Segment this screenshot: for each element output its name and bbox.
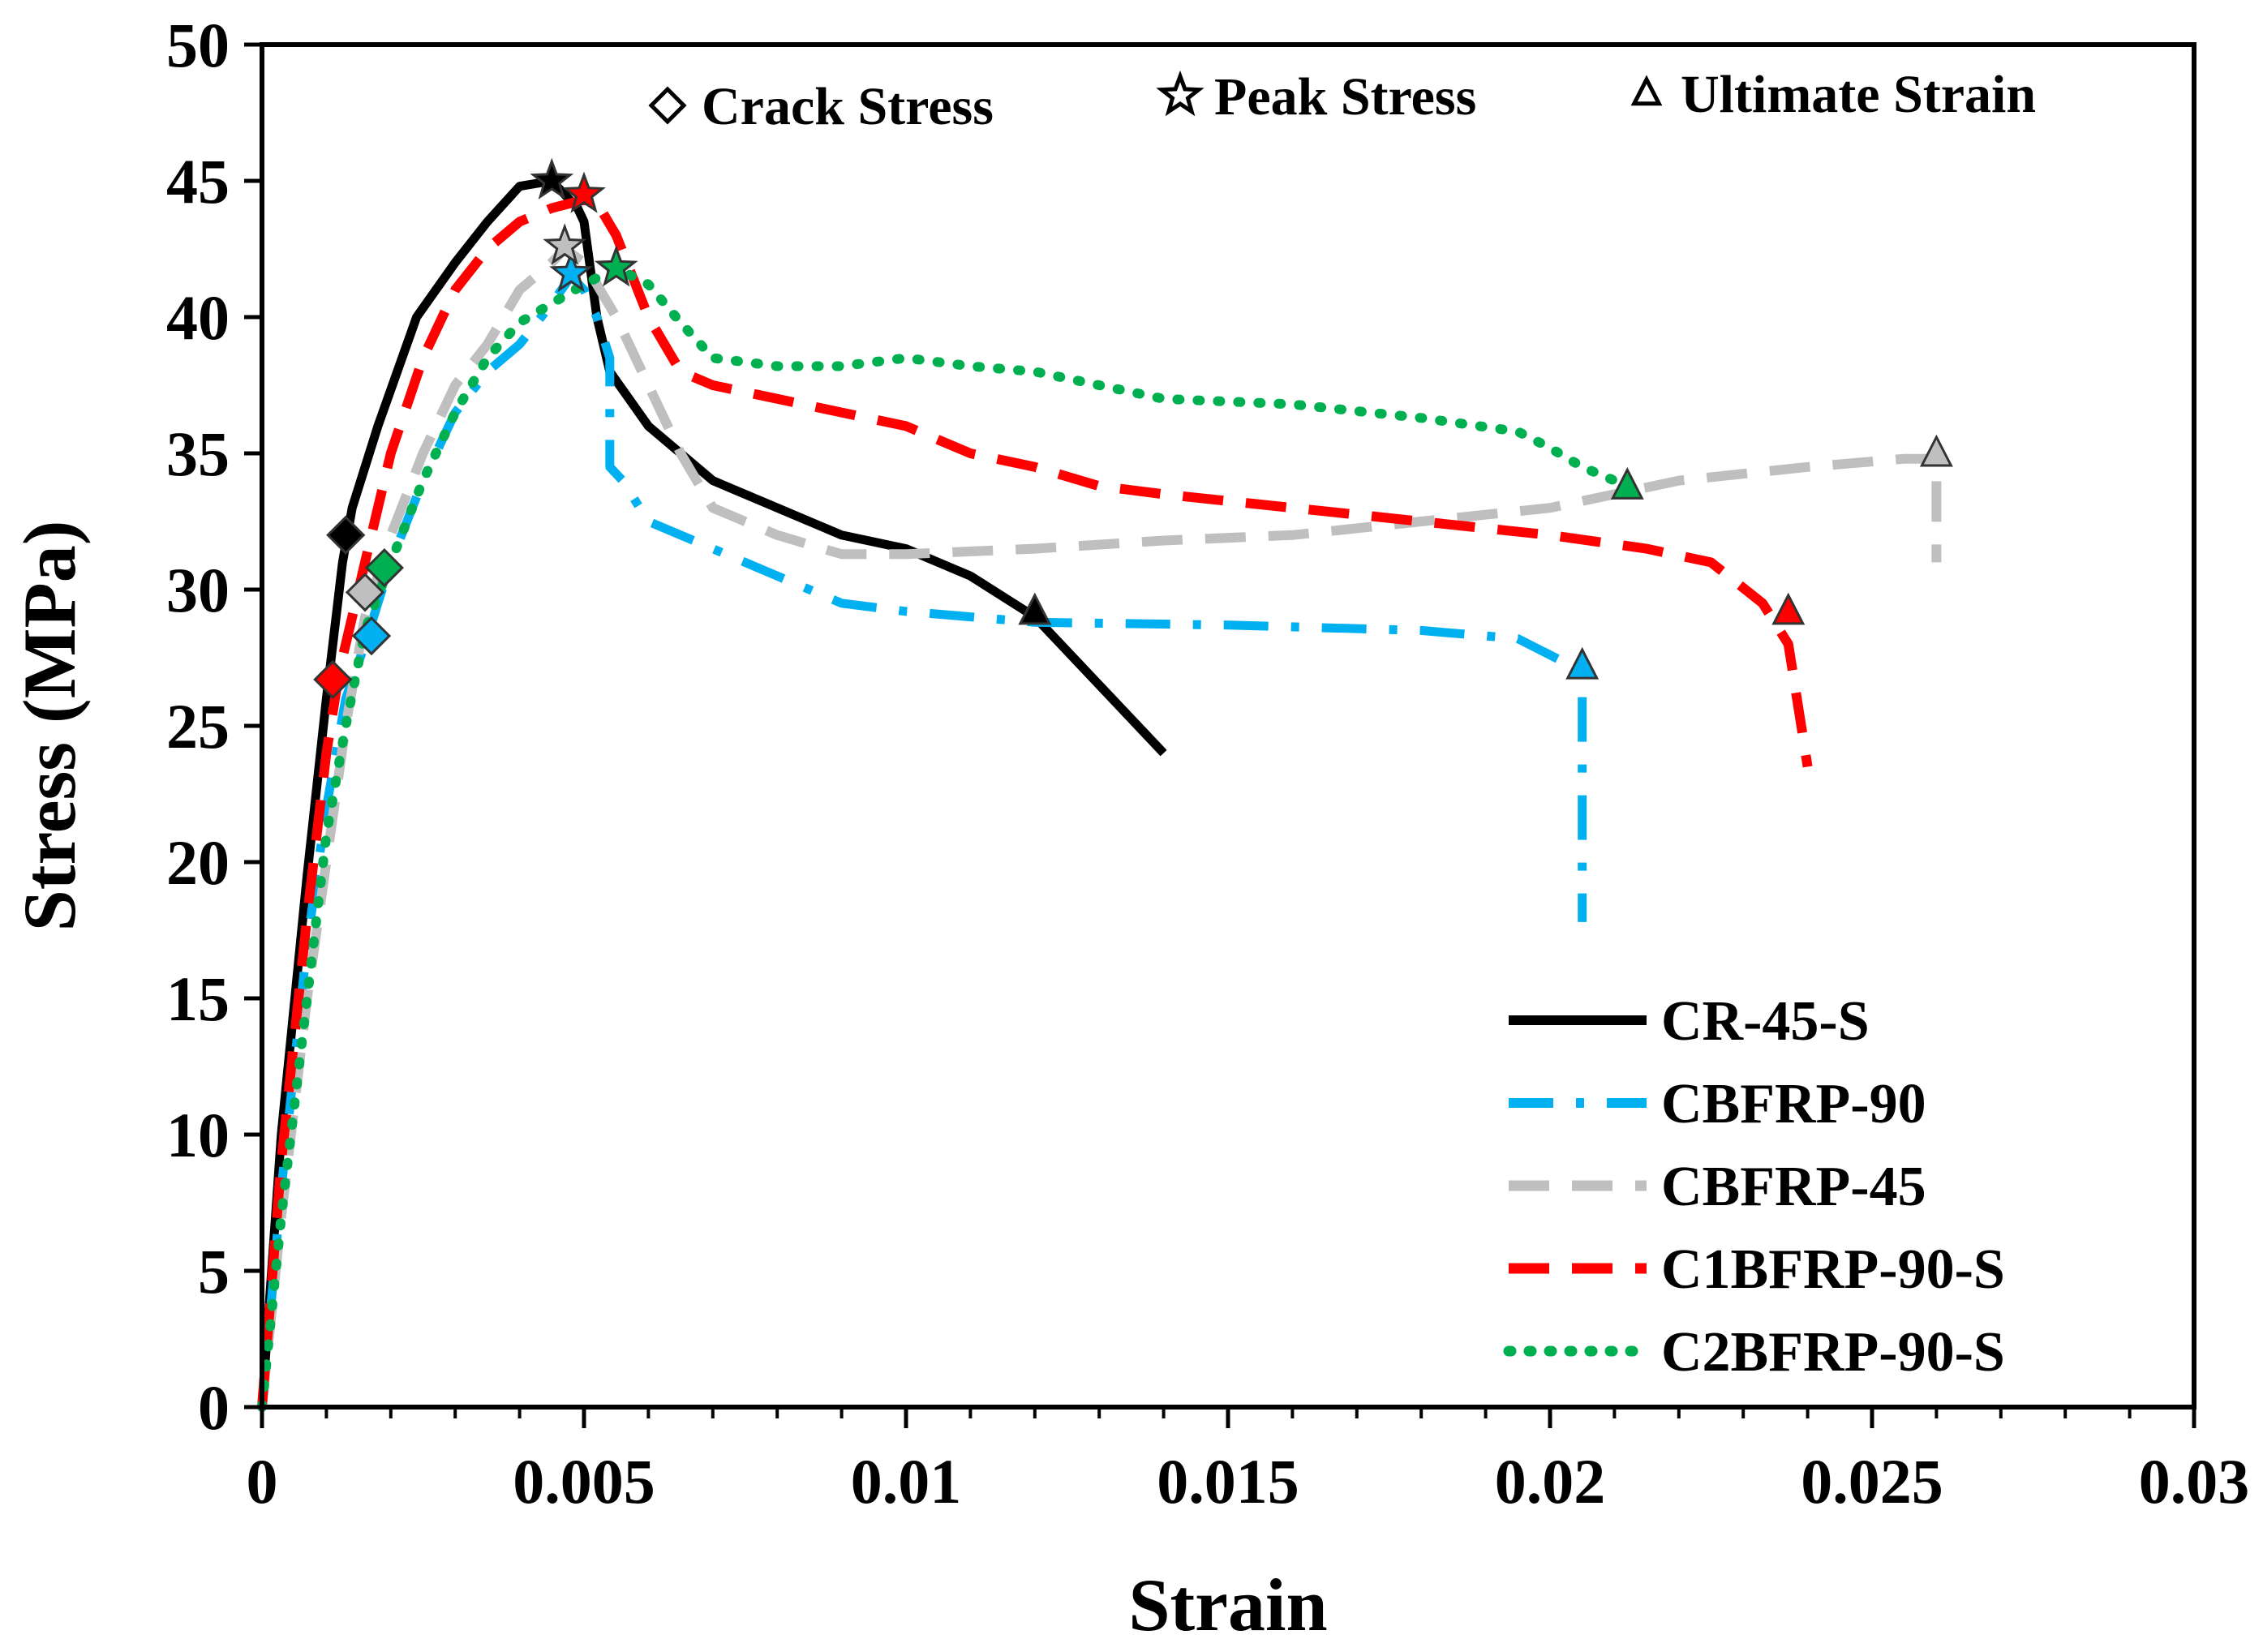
series-line-1 (257, 272, 1587, 1408)
y-tick-label-5: 25 (166, 691, 230, 762)
ultimate-marker-3 (1771, 592, 1806, 625)
x-tick-label-1: 0.005 (513, 1446, 655, 1517)
peak-marker-3 (562, 171, 606, 213)
crack-marker-2 (345, 573, 385, 612)
marker-legend-triangle-icon (1630, 75, 1663, 106)
x-tick-label-3: 0.015 (1157, 1446, 1299, 1517)
y-tick-label-7: 35 (166, 418, 230, 489)
crack-marker-1 (351, 616, 392, 656)
legend-label-3: C1BFRP-90-S (1661, 1238, 2005, 1301)
y-tick-label-2: 10 (166, 1100, 230, 1170)
legend-label-1: CBFRP-90 (1661, 1073, 1926, 1135)
crack-marker-3 (313, 659, 353, 700)
peak-marker-1 (549, 250, 594, 293)
series-line-2 (257, 244, 1942, 1408)
marker-legend-diamond-icon (648, 86, 687, 125)
y-tick-label-8: 40 (166, 282, 230, 353)
marker-legend-label-1: Peak Stress (1214, 67, 1476, 127)
y-tick-label-3: 15 (166, 963, 230, 1034)
ultimate-marker-2 (1919, 434, 1953, 467)
x-axis-title: Strain (1128, 1564, 1327, 1646)
marker-legend: Crack Stress Peak Stress Ultimate Strain (648, 65, 2036, 136)
peak-marker-2 (543, 223, 587, 265)
series-line-3 (257, 195, 1813, 1408)
series-legend: CR-45-S CBFRP-90 CBFRP-45 C1BFRP-90-S C2BFRP… (1503, 990, 2005, 1384)
y-tick-label-0: 0 (198, 1372, 230, 1443)
legend-label-4: C2BFRP-90-S (1661, 1321, 2005, 1384)
marker-legend-label-2: Ultimate Strain (1681, 65, 2036, 124)
ultimate-marker-0 (1018, 592, 1052, 625)
ultimate-marker-1 (1565, 646, 1600, 680)
y-tick-label-4: 20 (166, 827, 230, 898)
axis-ticks (244, 42, 2196, 1428)
x-tick-label-5: 0.025 (1801, 1446, 1943, 1517)
y-axis-title: Stress (MPa) (8, 521, 91, 932)
y-tick-label-9: 45 (166, 146, 230, 217)
y-tick-label-6: 30 (166, 555, 230, 625)
y-tick-label-1: 5 (198, 1236, 230, 1307)
marker-legend-label-0: Crack Stress (702, 77, 994, 136)
marker-legend-star-icon (1156, 70, 1204, 117)
y-tick-label-10: 50 (166, 10, 230, 80)
legend-label-0: CR-45-S (1661, 990, 1870, 1053)
crack-marker-0 (326, 515, 366, 555)
marker-layer (313, 157, 1953, 700)
x-tick-label-6: 0.03 (2139, 1446, 2250, 1517)
series-line-4 (257, 263, 1633, 1412)
x-tick-label-4: 0.02 (1495, 1446, 1606, 1517)
crack-marker-4 (364, 547, 404, 588)
peak-marker-4 (594, 245, 638, 287)
x-tick-label-0: 0 (247, 1446, 278, 1517)
series-line-0 (257, 176, 1167, 1408)
axis-tick-labels: 0 0.005 0.01 0.015 0.02 0.025 0.03 0 5 10 15 20 25 30… (166, 10, 2249, 1517)
peak-marker-0 (530, 157, 574, 200)
x-tick-label-2: 0.01 (851, 1446, 962, 1517)
ultimate-marker-4 (1610, 467, 1644, 500)
legend-label-2: CBFRP-45 (1661, 1156, 1926, 1218)
series-layer (257, 176, 1942, 1412)
